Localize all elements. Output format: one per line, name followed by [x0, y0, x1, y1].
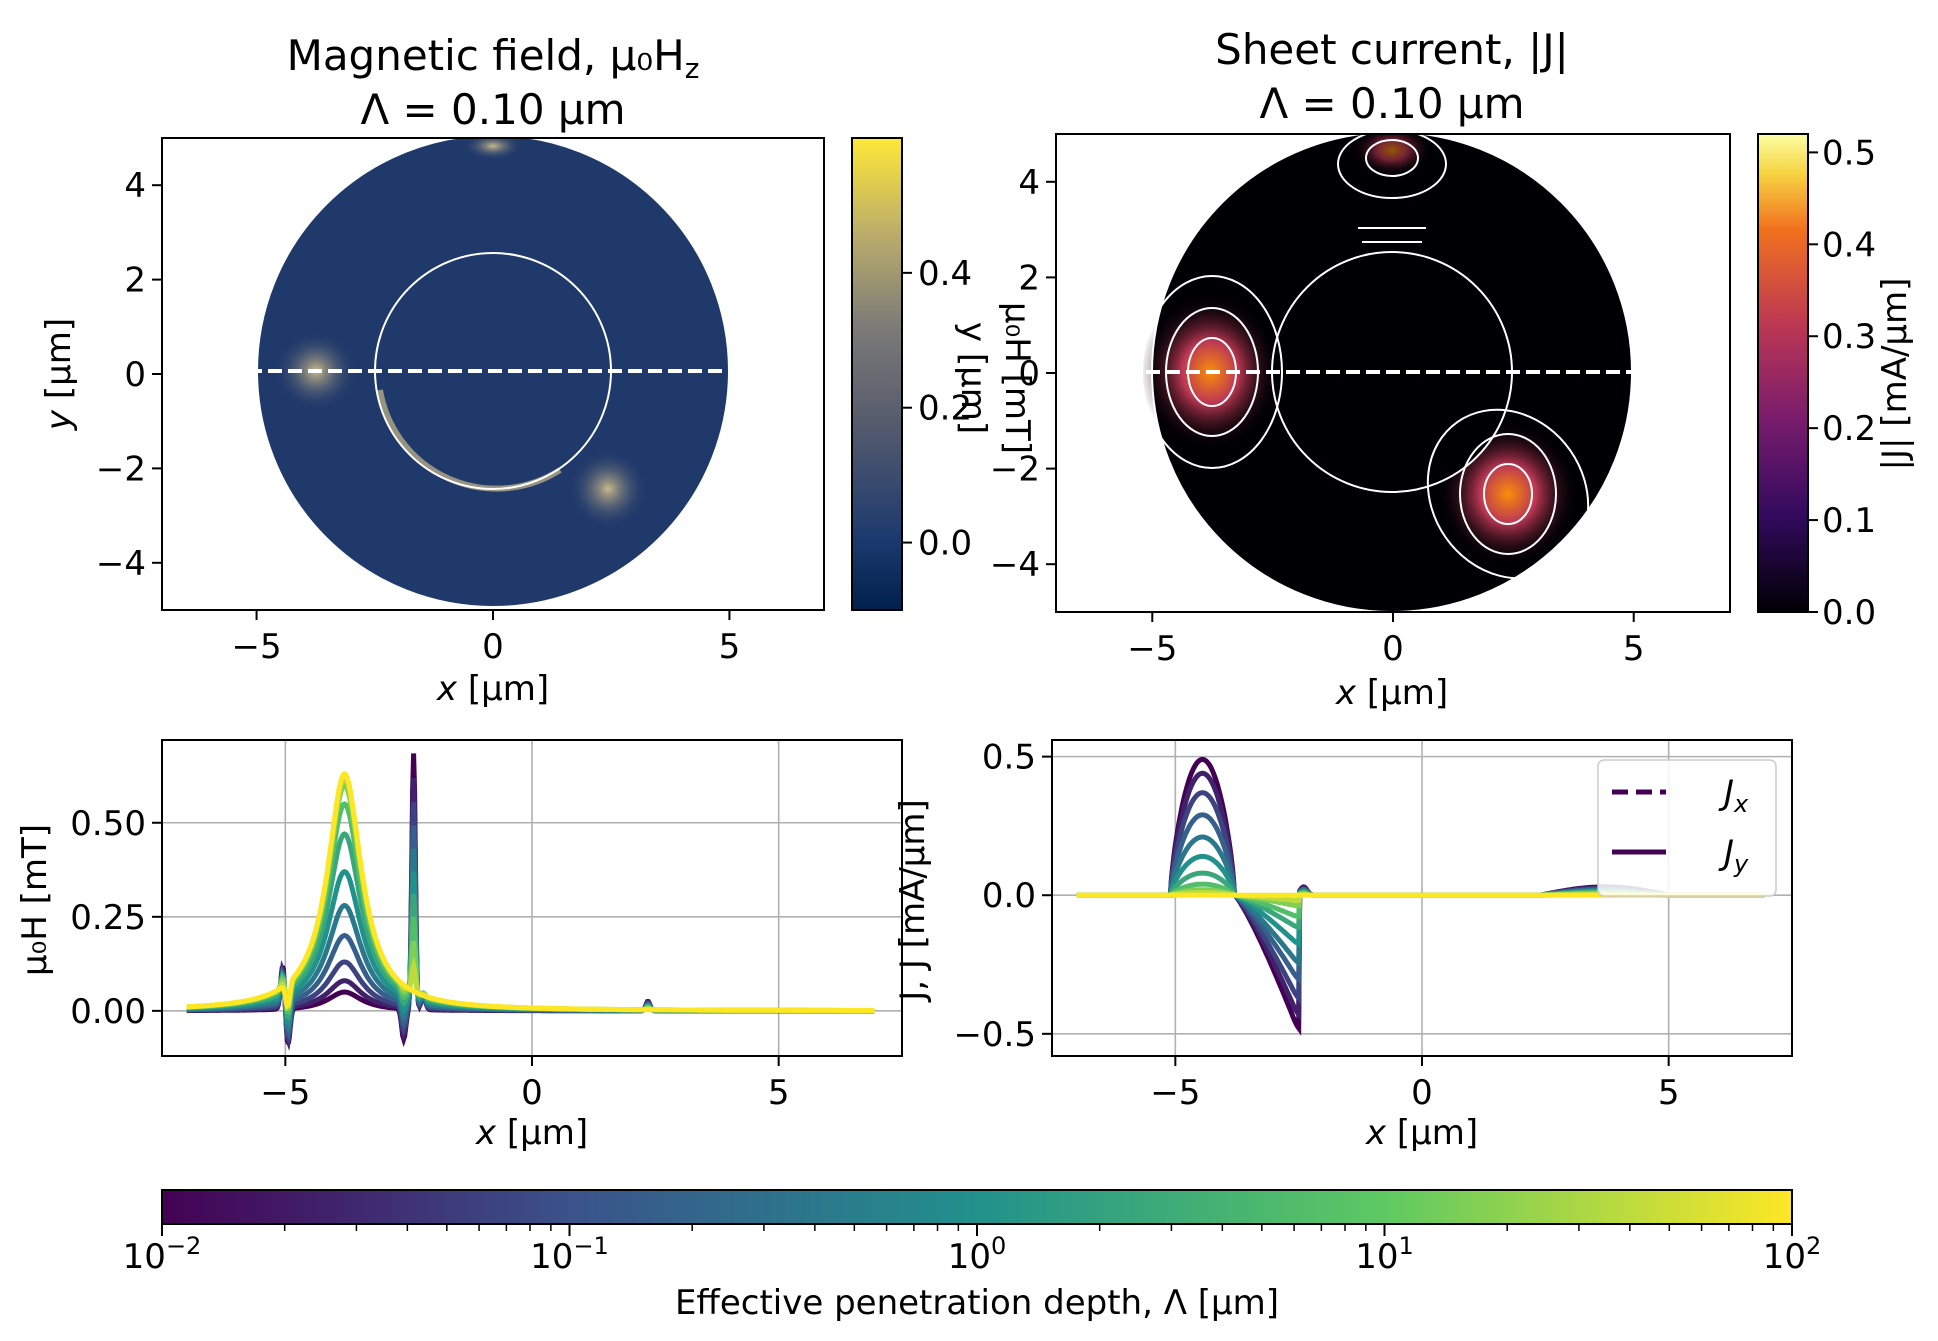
current-colorbar — [1758, 134, 1808, 612]
field-profile-ticks: −5 0 5 0.50 0.25 0.00 — [70, 804, 789, 1113]
y-tick-label: 2 — [1018, 258, 1040, 298]
current-map-title-line2: Λ = 0.10 μm — [1259, 79, 1524, 128]
x-tick-label: 5 — [1658, 1073, 1680, 1113]
y-tick-label: −0.5 — [953, 1015, 1036, 1055]
field-map-ticks: −5 0 5 4 2 0 −2 −4 — [96, 166, 740, 667]
colorbar-tick-label: 0.0 — [918, 524, 972, 564]
current-profile-panel: −5 0 5 0.5 0.0 −0.5 x [μm] J, J [mA/μm] Jx Jy — [893, 738, 1793, 1153]
lambda-colorbar: 10−2 10−1 100 101 102 Effective penetration … — [123, 1189, 1822, 1323]
y-tick-label: 4 — [1018, 163, 1040, 203]
x-tick-label: 0 — [521, 1073, 543, 1113]
field-curve — [186, 782, 875, 1013]
streamlines — [1141, 134, 1590, 580]
lambda-tick-label: 101 — [1355, 1232, 1414, 1277]
y-tick-label: 0 — [124, 355, 146, 395]
x-tick-label: 5 — [768, 1073, 790, 1113]
current-map-panel: Sheet current, |J| Λ = 0.10 μm — [990, 25, 1915, 713]
y-tick-label: −2 — [96, 449, 146, 489]
colorbar-tick-label: 0.2 — [1822, 409, 1876, 449]
field-profile-panel: −5 0 5 0.50 0.25 0.00 x [μm] μ₀H [mT] — [15, 739, 903, 1153]
colorbar-tick-label: 0.2 — [918, 389, 972, 429]
lambda-colorbar-gradient — [162, 1190, 1792, 1224]
x-tick-label: 5 — [719, 627, 741, 667]
lambda-tick-label: 102 — [1763, 1232, 1822, 1277]
field-profile-ylabel: μ₀H [mT] — [15, 824, 55, 976]
field-map-xlabel: x [μm] — [436, 669, 549, 709]
colorbar-tick-label: 0.3 — [1822, 317, 1876, 357]
lambda-tick-label: 100 — [948, 1232, 1007, 1277]
x-tick-label: 5 — [1623, 629, 1645, 669]
x-tick-label: −5 — [1150, 1073, 1200, 1113]
colorbar-tick-label: 0.4 — [918, 254, 972, 294]
current-profile-legend: Jx Jy — [1597, 759, 1777, 897]
lambda-tick-label: 10−1 — [530, 1232, 609, 1277]
x-tick-label: −5 — [1127, 629, 1177, 669]
field-curve — [186, 774, 875, 1013]
y-tick-label: 0 — [1018, 354, 1040, 394]
field-colorbar-ticks: 0.4 0.2 0.0 — [902, 254, 972, 564]
y-tick-label: 0.5 — [982, 738, 1036, 778]
field-profile-xlabel: x [μm] — [475, 1113, 588, 1153]
lambda-colorbar-ticks: 10−2 10−1 100 101 102 — [123, 1224, 1822, 1277]
current-profile-xlabel: x [μm] — [1365, 1113, 1478, 1153]
colorbar-tick-label: 0.0 — [1822, 593, 1876, 633]
field-map-panel: Magnetic field, μ₀Hz Λ = 0.10 μm −5 0 5 4 2 0… — [39, 31, 1037, 709]
current-profile-ticks: −5 0 5 0.5 0.0 −0.5 — [953, 738, 1679, 1113]
y-tick-label: 2 — [124, 261, 146, 301]
x-tick-label: 0 — [482, 627, 504, 667]
field-curve — [186, 771, 875, 1013]
field-colorbar-overlap-label1: y [μm] — [953, 322, 993, 434]
field-colorbar — [852, 138, 902, 610]
current-colorbar-label: |J| [mA/μm] — [1875, 278, 1915, 471]
x-tick-label: −5 — [260, 1073, 310, 1113]
x-tick-label: 0 — [1411, 1073, 1433, 1113]
x-tick-label: −5 — [232, 627, 282, 667]
current-colorbar-ticks: 0.5 0.4 0.3 0.2 0.1 0.0 — [1808, 133, 1876, 633]
field-profile-curves — [186, 753, 875, 1051]
y-tick-label: −4 — [990, 545, 1040, 585]
y-tick-label: 0.25 — [70, 898, 146, 938]
current-map-image — [1056, 134, 1729, 612]
y-tick-label: 0.0 — [982, 876, 1036, 916]
colorbar-tick-label: 0.1 — [1822, 501, 1876, 541]
y-tick-label: 0.00 — [70, 992, 146, 1032]
current-map-title-line1: Sheet current, |J| — [1215, 25, 1569, 74]
x-tick-label: 0 — [1382, 629, 1404, 669]
y-tick-label: −4 — [96, 544, 146, 584]
current-map-ticks: −5 0 5 4 2 0 −2 −4 — [990, 163, 1645, 669]
y-tick-label: 0.50 — [70, 804, 146, 844]
current-map-xlabel: x [μm] — [1335, 673, 1448, 713]
y-tick-label: 4 — [124, 166, 146, 206]
colorbar-tick-label: 0.5 — [1822, 133, 1876, 173]
y-tick-label: −2 — [990, 450, 1040, 490]
lambda-colorbar-label: Effective penetration depth, Λ [μm] — [675, 1283, 1279, 1323]
field-map-ylabel: y [μm] — [39, 318, 79, 431]
field-map-title-line1: Magnetic field, μ₀Hz — [287, 31, 700, 85]
colorbar-tick-label: 0.4 — [1822, 225, 1876, 265]
lambda-tick-label: 10−2 — [123, 1232, 202, 1277]
field-colorbar-overlap-label2: μ₀H [mT] — [997, 302, 1037, 454]
field-map-image — [162, 138, 824, 608]
current-profile-ylabel: J, J [mA/μm] — [893, 799, 933, 1003]
field-map-title-line2: Λ = 0.10 μm — [360, 85, 625, 134]
